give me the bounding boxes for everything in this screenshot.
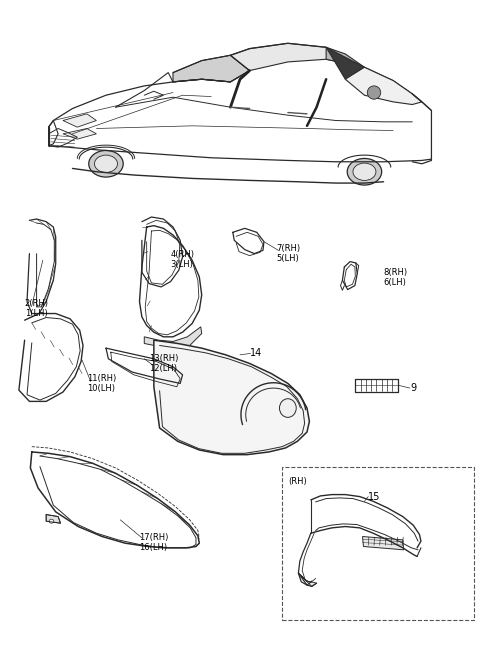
- Text: 2(RH): 2(RH): [24, 299, 48, 308]
- Text: 9: 9: [410, 383, 416, 393]
- Text: 4(RH): 4(RH): [170, 250, 194, 259]
- Ellipse shape: [353, 163, 376, 180]
- Text: 8(RH): 8(RH): [384, 267, 408, 277]
- Polygon shape: [345, 67, 422, 105]
- Text: 10(LH): 10(LH): [87, 384, 115, 394]
- Polygon shape: [144, 327, 202, 348]
- Text: 3(LH): 3(LH): [170, 260, 193, 269]
- Text: 5(LH): 5(LH): [276, 253, 299, 263]
- Text: 15: 15: [368, 492, 381, 502]
- Polygon shape: [230, 43, 345, 71]
- Text: 7(RH): 7(RH): [276, 244, 300, 253]
- Polygon shape: [173, 55, 250, 82]
- Ellipse shape: [49, 519, 54, 523]
- Polygon shape: [63, 129, 96, 139]
- Text: (RH): (RH): [288, 477, 307, 486]
- Polygon shape: [326, 47, 364, 67]
- Text: 14: 14: [250, 348, 262, 358]
- Ellipse shape: [367, 86, 381, 99]
- Text: 17(RH): 17(RH): [140, 534, 169, 542]
- Text: 11(RH): 11(RH): [87, 374, 116, 384]
- Polygon shape: [46, 514, 60, 523]
- Text: 16(LH): 16(LH): [140, 544, 168, 552]
- Ellipse shape: [347, 159, 382, 185]
- Text: 13(RH): 13(RH): [149, 354, 179, 364]
- Ellipse shape: [279, 399, 296, 418]
- Polygon shape: [299, 573, 317, 586]
- Polygon shape: [154, 340, 310, 455]
- Text: 1(LH): 1(LH): [24, 309, 48, 318]
- Ellipse shape: [89, 151, 123, 177]
- Text: 6(LH): 6(LH): [384, 277, 407, 287]
- Polygon shape: [326, 47, 412, 97]
- Ellipse shape: [95, 155, 118, 173]
- Text: 12(LH): 12(LH): [149, 364, 177, 374]
- Polygon shape: [63, 114, 96, 127]
- Polygon shape: [362, 536, 404, 550]
